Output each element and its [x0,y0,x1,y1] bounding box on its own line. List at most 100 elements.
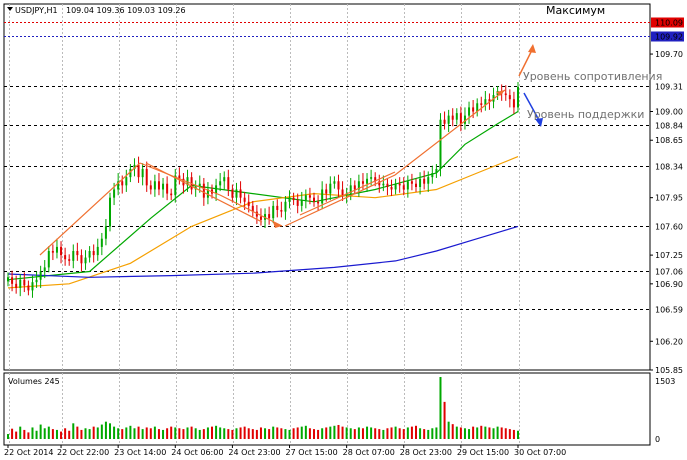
volume-bar [264,428,267,439]
volume-bar [402,429,405,439]
trend-arrowhead-up [496,90,505,96]
candle-body [109,197,111,227]
symbol-label: USDJPY,H1 [15,6,58,15]
price-tick-label: 106.90 [655,280,683,289]
volume-bar [382,429,385,439]
price-tick-label: 106.20 [655,337,683,346]
candle-body [76,251,79,256]
support-arrowhead [535,118,543,127]
volume-bar [304,425,307,439]
candle-body [296,200,299,206]
volume-bar [219,427,222,439]
volume-bar [145,427,148,439]
volume-bar [357,427,360,439]
volume-bar [15,431,18,439]
volume-bar [447,421,450,439]
candle-body [280,209,283,212]
candle-body [35,279,38,283]
time-tick-label: 24 Oct 06:00 [171,448,223,457]
volume-bar [211,426,213,439]
time-axis: 22 Oct 2014 22 Oct 22:00 23 Oct 14:00 24 Oc… [4,445,566,457]
candle-body [321,189,324,204]
candle-body [15,283,18,288]
volume-bar [96,427,99,439]
volume-bar [517,430,519,439]
candle-body [39,271,42,280]
volume-bar [484,426,487,439]
volume-bar [113,426,116,439]
volume-bar [366,426,369,439]
candle-body [484,99,487,105]
price-level-label: 107.06 [655,268,683,277]
volume-bar [141,429,144,439]
volume-bar [292,428,295,439]
candle-body [455,113,458,120]
trend-arrowhead-down [273,222,282,228]
price-level-label: 107.60 [655,223,683,232]
volume-bar [247,428,250,439]
candle-body [186,177,189,186]
price-tick-label: 107.25 [655,251,683,260]
volume-bar [272,426,275,439]
volume-bar [398,428,401,439]
volume-bar [27,432,30,439]
volume-bar [88,429,91,439]
price-level-label: 106.59 [655,306,683,315]
volume-bar [288,429,291,439]
ma-slow-line [7,225,519,278]
time-tick-label: 30 Oct 07:00 [514,448,566,457]
price-level-tag [651,266,684,277]
candle-body [288,197,291,202]
time-tick-label: 24 Oct 23:00 [228,448,280,457]
candle-body [517,86,519,108]
volume-bar [419,428,422,439]
candle-body [72,251,75,261]
candle-body [406,181,409,190]
volume-bar [370,427,373,439]
candle-body [47,251,50,268]
volume-bar [149,428,152,439]
candle-body [357,181,360,190]
volume-bar [394,426,397,439]
volume-bar [374,428,377,439]
candle-body [284,201,287,212]
candle-body [402,185,405,190]
volume-bar [476,427,479,439]
volume-bar [202,429,205,439]
price-level-tag [651,120,684,131]
candle-body [488,99,491,102]
volume-bar [341,426,344,439]
time-tick-label: 28 Oct 07:00 [343,448,395,457]
candle-body [113,189,116,198]
volume-bar [239,427,242,439]
candle-body [219,181,222,186]
volume-bar [496,426,499,439]
volume-bar [194,428,197,439]
candle-body [96,246,99,256]
volume-bar [390,427,393,439]
volume-bar [23,429,26,439]
candle-body [7,277,9,282]
candle-body [227,177,230,190]
volume-bar [166,428,169,439]
candle-body [431,173,434,178]
candle-body [292,197,295,201]
volume-bar [361,428,364,439]
price-level-tag [651,17,684,28]
candle-body [480,103,483,105]
volume-bar [47,426,50,439]
candle-body [23,279,26,286]
candle-body [88,251,91,258]
candle-body [423,178,426,184]
candle-body [472,107,475,112]
candle-body [337,181,340,190]
candle-body [374,177,377,182]
volume-bar [378,429,381,439]
collapse-icon[interactable] [7,7,13,11]
price-level-label: 108.34 [655,163,683,172]
volume-bar [162,429,165,439]
candle-body [415,183,417,187]
volume-bar [206,427,209,439]
trend-up-3 [299,171,396,216]
volume-bar [321,428,324,439]
